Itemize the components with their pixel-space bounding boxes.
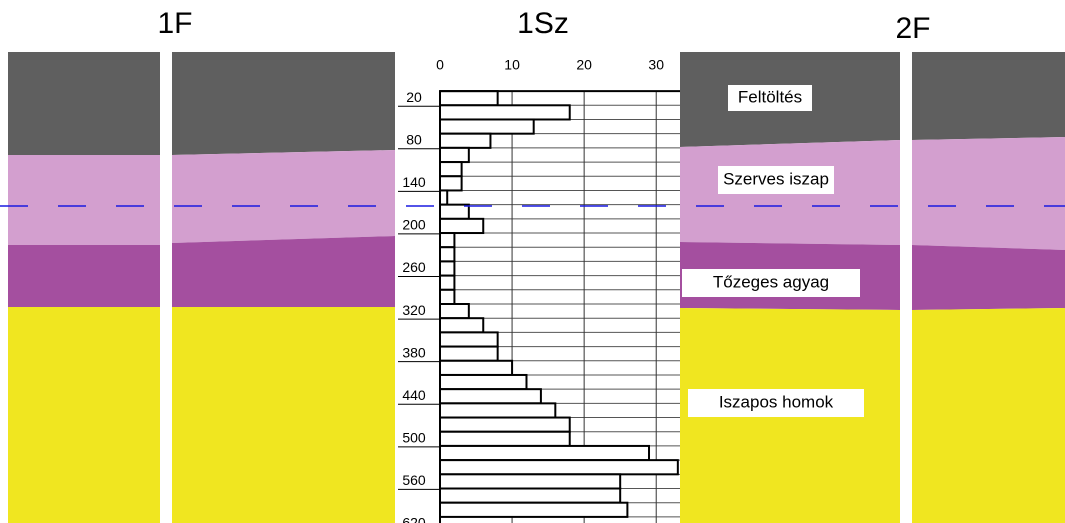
x-tick-label: 20 (576, 57, 592, 73)
layer-label: Iszapos homok (719, 392, 834, 411)
y-tick-label: 200 (402, 217, 426, 233)
bar (440, 347, 498, 361)
y-tick-label: 140 (402, 174, 426, 190)
y-tick-label: 20 (406, 89, 422, 105)
layer-label: Feltöltés (738, 87, 802, 106)
bar (440, 276, 454, 290)
profile-1f (8, 52, 395, 523)
bar (440, 375, 526, 389)
profile-title: 1Sz (517, 7, 569, 40)
layer-label: Tőzeges agyag (713, 272, 829, 291)
y-tick-label: 620 (402, 515, 426, 523)
bar (440, 105, 570, 119)
chart: 0 10 20 30 20 80 140 200 260 320 380 440 500 560 620 (398, 57, 680, 523)
y-tick-label: 440 (402, 387, 426, 403)
bar (440, 176, 462, 190)
profile-title: 2F (895, 12, 930, 45)
bar (440, 162, 462, 176)
bar (440, 148, 469, 162)
bar (440, 332, 498, 346)
layer-label: Szerves iszap (723, 169, 829, 188)
bar (440, 318, 483, 332)
bar (440, 134, 490, 148)
bar (440, 361, 512, 375)
y-tick-label: 560 (402, 472, 426, 488)
bar (440, 418, 570, 432)
bar (440, 219, 483, 233)
bar (440, 503, 627, 517)
bar (440, 91, 498, 105)
bar (440, 474, 620, 488)
y-tick-label: 500 (402, 430, 426, 446)
y-tick-label: 320 (402, 302, 426, 318)
bar (440, 446, 649, 460)
x-tick-label: 10 (504, 57, 520, 73)
bar (440, 489, 620, 503)
bar (440, 233, 454, 247)
bar (440, 460, 678, 474)
y-tick-label: 260 (402, 259, 426, 275)
x-tick-label: 30 (648, 57, 664, 73)
bar (440, 190, 447, 204)
bar (440, 205, 469, 219)
bar (440, 304, 469, 318)
bar (440, 247, 454, 261)
bar (440, 290, 454, 304)
x-tick-label: 0 (436, 57, 444, 73)
profile-title: 1F (157, 7, 192, 40)
y-tick-label: 380 (402, 344, 426, 360)
bar (440, 261, 454, 275)
bar (440, 432, 570, 446)
bar (440, 403, 555, 417)
page: 1F 1Sz 2F 0 10 20 30 20 80 140 200 260 320 380 440 5… (0, 0, 1065, 523)
y-tick-label: 80 (406, 131, 422, 147)
bar (440, 389, 541, 403)
bar (440, 119, 534, 133)
